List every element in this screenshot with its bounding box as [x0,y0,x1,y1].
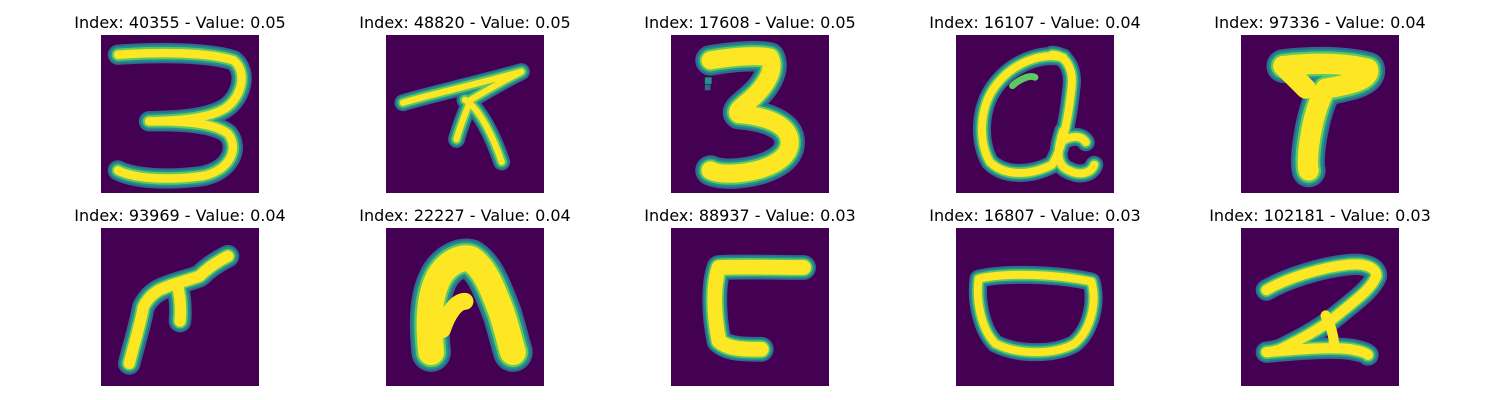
digit-image [101,35,259,193]
digit-image [956,35,1114,193]
image-panel: Index: 22227 - Value: 0.04 [340,206,590,386]
digit-image [956,228,1114,386]
digit-image [101,228,259,386]
digit-image-2 [1241,228,1399,386]
digit-image-c [671,228,829,386]
panel-title: Index: 16807 - Value: 0.03 [929,206,1141,225]
image-panel: Index: 102181 - Value: 0.03 [1195,206,1445,386]
panel-title: Index: 93969 - Value: 0.04 [74,206,286,225]
image-panel: Index: 16807 - Value: 0.03 [910,206,1160,386]
digit-image-7 [1241,35,1399,193]
digit-image-n [386,228,544,386]
panel-title: Index: 102181 - Value: 0.03 [1209,206,1431,225]
digit-image-3 [101,35,259,193]
digit-image-f [101,228,259,386]
digit-image-7 [386,35,544,193]
panel-title: Index: 88937 - Value: 0.03 [644,206,856,225]
digit-image [1241,228,1399,386]
image-panel: Index: 48820 - Value: 0.05 [340,13,590,193]
digit-image-o [956,228,1114,386]
digit-image [671,35,829,193]
image-panel: Index: 93969 - Value: 0.04 [55,206,305,386]
panel-title: Index: 17608 - Value: 0.05 [644,13,856,32]
panel-title: Index: 22227 - Value: 0.04 [359,206,571,225]
digit-image-3 [671,35,829,193]
digit-image-a [956,35,1114,193]
digit-image [1241,35,1399,193]
panel-title: Index: 97336 - Value: 0.04 [1214,13,1426,32]
panel-title: Index: 48820 - Value: 0.05 [359,13,571,32]
digit-image [386,35,544,193]
digit-image [671,228,829,386]
image-panel: Index: 16107 - Value: 0.04 [910,13,1160,193]
image-panel: Index: 40355 - Value: 0.05 [55,13,305,193]
panel-title: Index: 40355 - Value: 0.05 [74,13,286,32]
image-panel: Index: 97336 - Value: 0.04 [1195,13,1445,193]
digit-image [386,228,544,386]
image-panel: Index: 17608 - Value: 0.05 [625,13,875,193]
image-panel: Index: 88937 - Value: 0.03 [625,206,875,386]
panel-title: Index: 16107 - Value: 0.04 [929,13,1141,32]
